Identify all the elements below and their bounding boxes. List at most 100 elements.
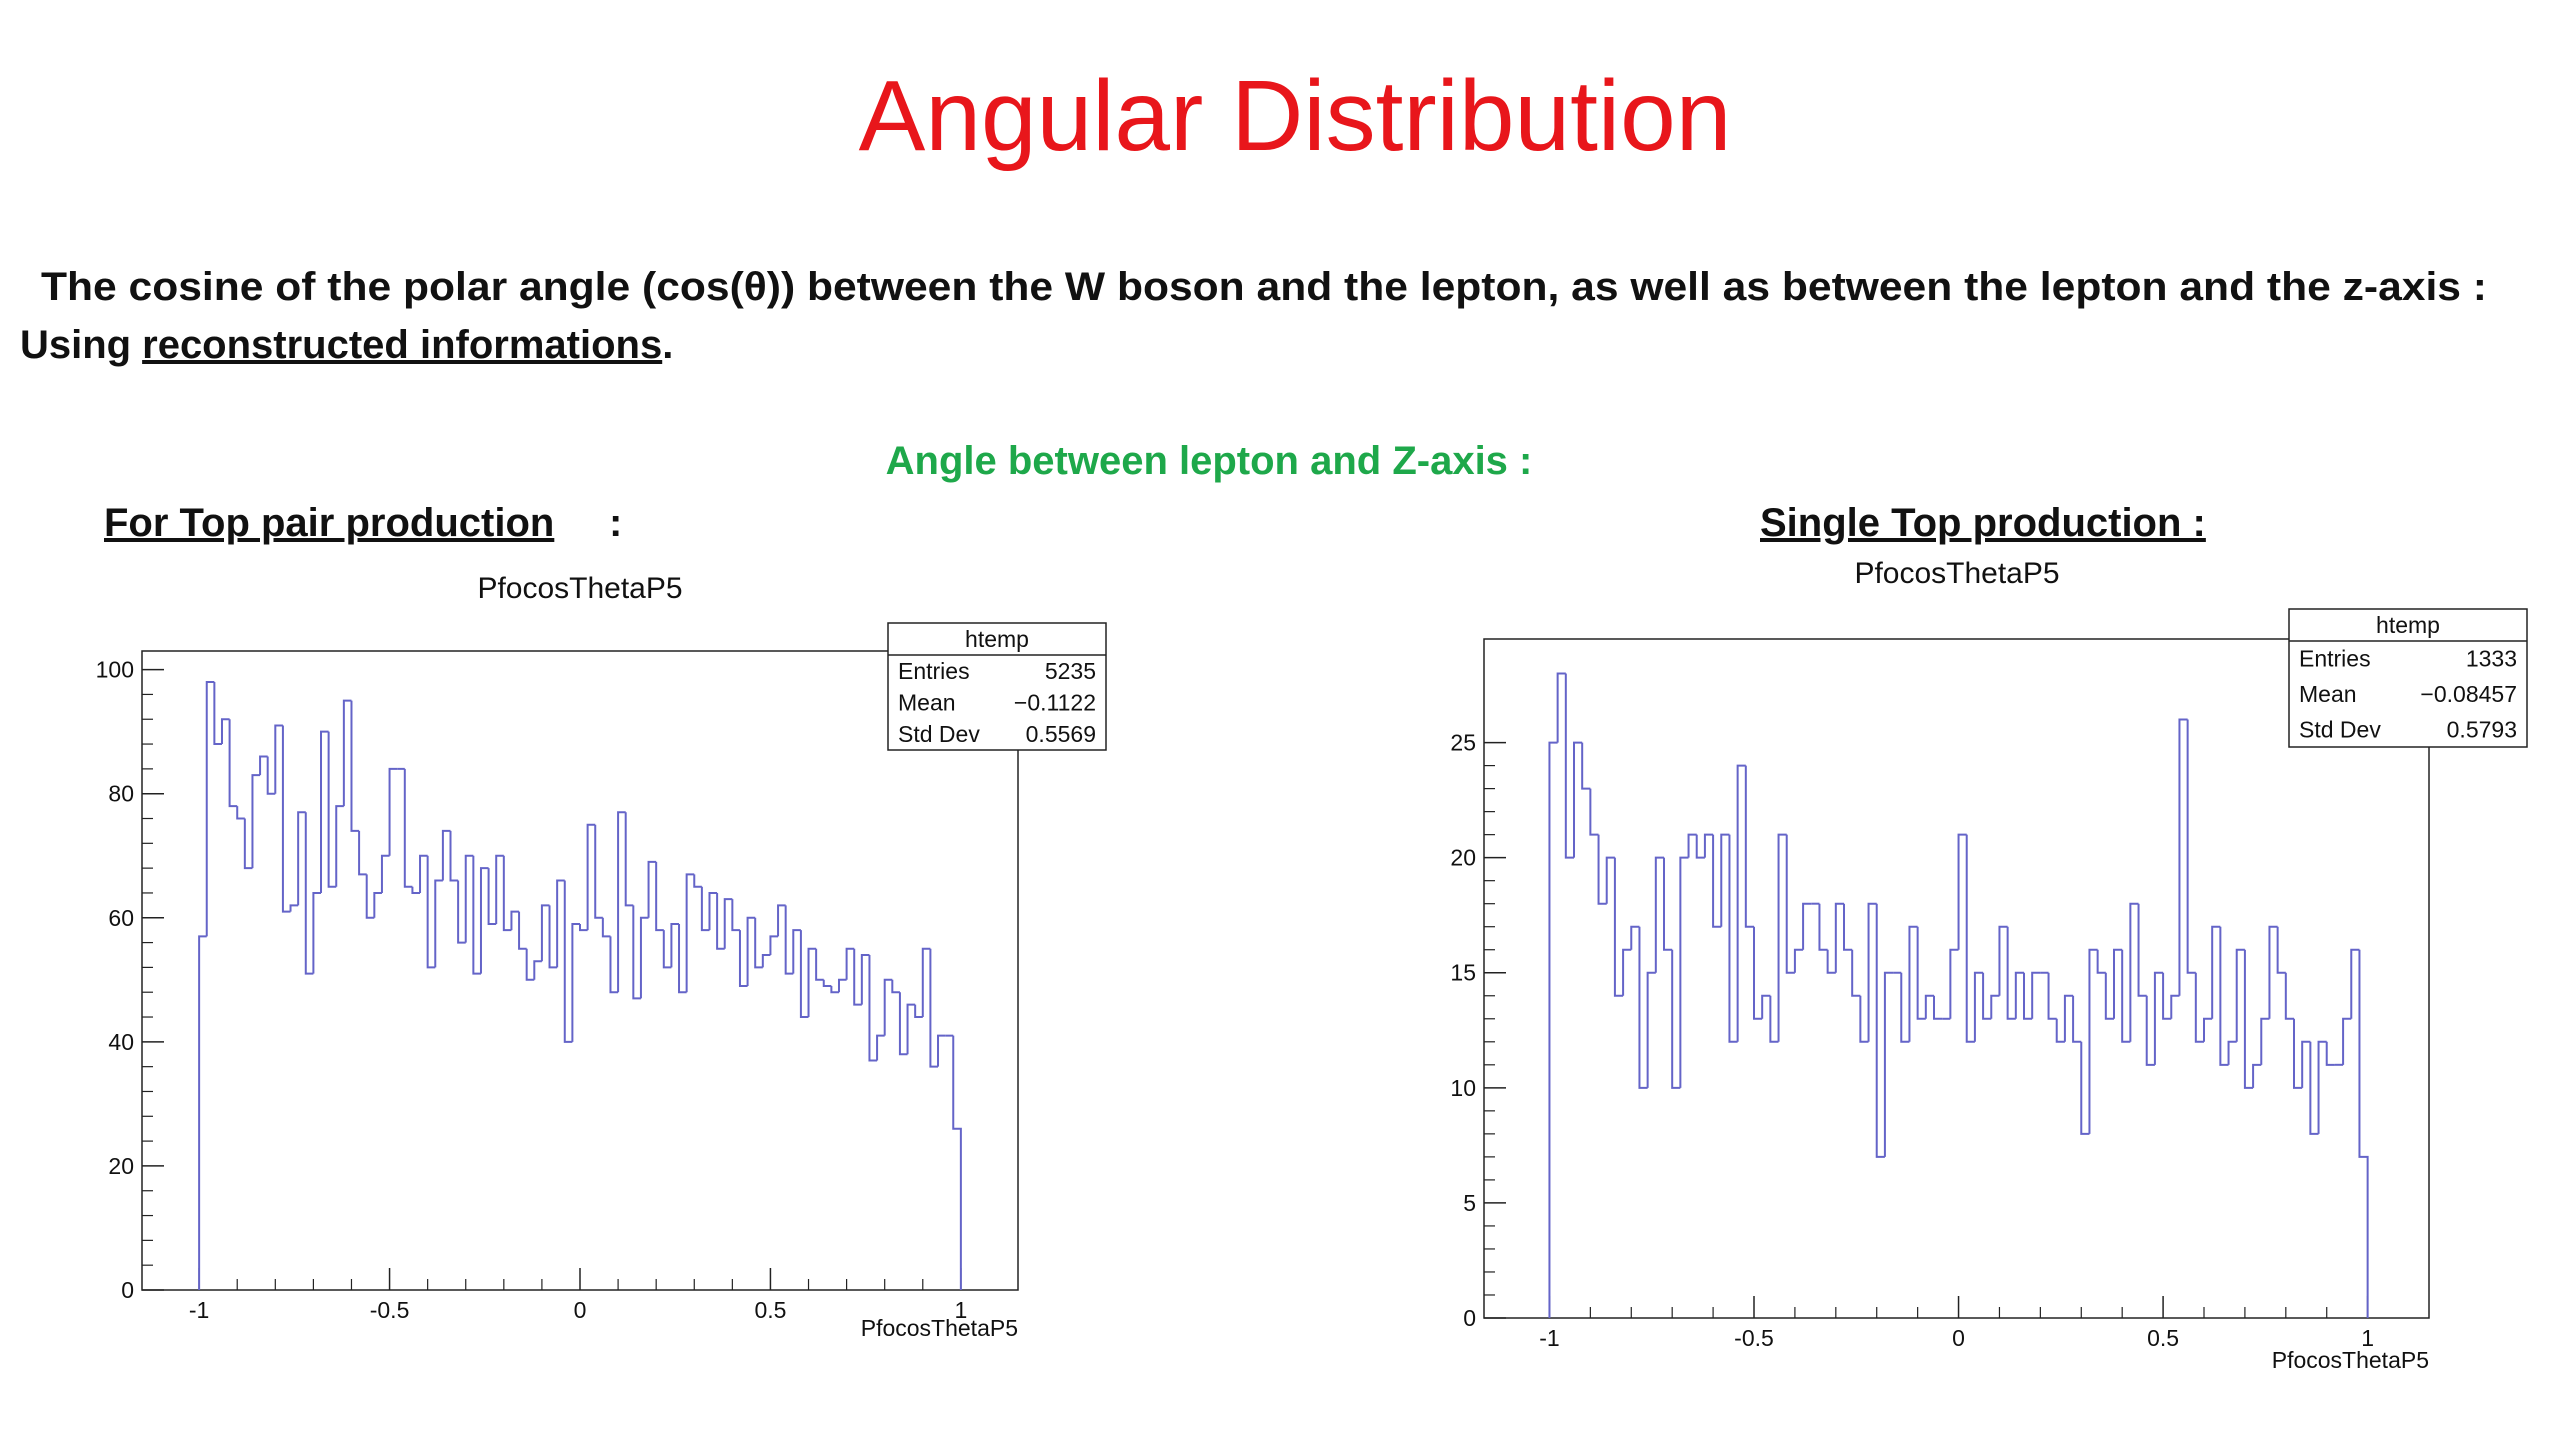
x-tick-label: -0.5 bbox=[370, 1297, 410, 1323]
stats-label: Std Dev bbox=[898, 721, 980, 747]
histogram-bin bbox=[2235, 948, 2245, 1042]
histogram-bin bbox=[1622, 948, 1632, 996]
stats-label: Mean bbox=[2299, 681, 2357, 707]
histogram-bin bbox=[1687, 833, 1697, 858]
histogram-bin bbox=[2219, 926, 2229, 1066]
text-span: . bbox=[662, 323, 673, 367]
histogram-bin bbox=[761, 953, 771, 968]
histogram-bin bbox=[1834, 902, 1844, 973]
histogram-bin bbox=[479, 867, 489, 974]
histogram-bin bbox=[1736, 764, 1746, 1042]
histogram-bin bbox=[1826, 949, 1836, 974]
histogram-bin bbox=[1597, 834, 1607, 905]
stats-box bbox=[887, 622, 1107, 751]
histogram-bin bbox=[1777, 833, 1787, 1042]
stats-label: Entries bbox=[898, 658, 970, 684]
histogram-bin bbox=[441, 829, 451, 881]
histogram-bin bbox=[1728, 834, 1738, 1043]
histogram-bin bbox=[1548, 741, 1558, 1318]
histogram-bin bbox=[876, 1034, 885, 1061]
histogram-bin bbox=[495, 854, 504, 924]
y-tick-label: 25 bbox=[1450, 730, 1476, 756]
histogram-bin bbox=[388, 767, 398, 856]
y-tick-label: 10 bbox=[1450, 1075, 1476, 1101]
histogram-bin bbox=[1556, 672, 1566, 743]
description-line: Using reconstructed informations. bbox=[20, 323, 673, 367]
histogram-bin bbox=[2284, 972, 2294, 1020]
stats-value: 5235 bbox=[1045, 658, 1096, 684]
histogram-bin bbox=[655, 861, 664, 932]
histogram-bin bbox=[525, 948, 535, 981]
histogram-bin bbox=[1654, 856, 1664, 973]
histogram-bin bbox=[845, 947, 855, 980]
histogram-bin bbox=[1703, 833, 1714, 858]
histogram-bin bbox=[2268, 925, 2278, 1019]
y-tick-label: 100 bbox=[96, 657, 134, 683]
histogram-bin bbox=[312, 891, 322, 974]
histogram-bin bbox=[1802, 902, 1812, 950]
histogram-bin bbox=[815, 948, 824, 981]
histogram-bin bbox=[1851, 949, 1861, 997]
histogram-bin bbox=[1793, 948, 1804, 973]
y-tick-label: 20 bbox=[1450, 845, 1476, 871]
section-colon: : bbox=[609, 501, 622, 545]
histogram-bin bbox=[670, 922, 680, 968]
histogram-bin bbox=[830, 986, 839, 994]
histogram-bin bbox=[403, 768, 413, 888]
text-span: Using bbox=[20, 323, 131, 367]
histogram-bin bbox=[1646, 971, 1656, 1088]
histogram-bin bbox=[2301, 1040, 2311, 1088]
stats-box bbox=[2288, 608, 2528, 748]
histogram-bin bbox=[784, 905, 794, 975]
histogram-bin bbox=[1613, 857, 1624, 997]
histogram-bin bbox=[266, 756, 276, 795]
histogram-bin bbox=[2260, 1017, 2270, 1065]
histogram-bin bbox=[472, 855, 481, 975]
histogram-bin bbox=[2227, 1040, 2237, 1065]
y-tick-label: 60 bbox=[108, 905, 134, 931]
chart-title: PfocosThetaP5 bbox=[477, 572, 682, 605]
histogram-bin bbox=[205, 681, 215, 937]
y-tick-label: 80 bbox=[108, 781, 134, 807]
slide-title: Angular Distribution bbox=[859, 60, 1732, 172]
histogram-bin bbox=[723, 898, 733, 949]
histogram-bin bbox=[2072, 995, 2082, 1043]
histogram-bin bbox=[213, 682, 222, 746]
histogram-bin bbox=[1564, 673, 1574, 859]
histogram-bin bbox=[2293, 1018, 2303, 1089]
histogram-bin bbox=[1867, 902, 1877, 1042]
histogram-bin bbox=[2342, 1017, 2352, 1065]
histogram-bin bbox=[639, 916, 649, 999]
histogram-bin bbox=[380, 854, 390, 893]
histogram-bin bbox=[1663, 857, 1673, 951]
histogram-bin bbox=[487, 868, 497, 925]
histogram-bin bbox=[2121, 949, 2131, 1043]
histogram-bin bbox=[609, 936, 619, 994]
stats-label: Std Dev bbox=[2299, 716, 2381, 742]
histogram-bin bbox=[228, 719, 238, 808]
histogram-bin bbox=[2203, 1017, 2213, 1042]
histogram-bin bbox=[335, 805, 344, 887]
histogram-bin bbox=[2350, 948, 2360, 1019]
histogram-bin bbox=[510, 910, 520, 931]
x-tick-label: -1 bbox=[189, 1297, 209, 1323]
histogram-bin bbox=[198, 935, 207, 1290]
histogram-bin bbox=[799, 930, 809, 1019]
histogram-bin bbox=[2137, 903, 2147, 997]
histogram-bin bbox=[853, 948, 862, 1006]
histogram-bin bbox=[1957, 833, 1967, 950]
x-tick-label: 0.5 bbox=[754, 1297, 786, 1323]
histogram-bin bbox=[708, 891, 718, 931]
histogram-bin bbox=[860, 953, 870, 1005]
histogram-bin bbox=[297, 811, 306, 906]
histogram-bin bbox=[1630, 925, 1640, 950]
histogram-bin bbox=[327, 731, 337, 888]
histogram-bin bbox=[2170, 994, 2180, 1019]
histogram-bin bbox=[434, 879, 443, 968]
histogram-bin bbox=[2145, 995, 2155, 1066]
histogram-bin bbox=[693, 874, 702, 888]
histogram-bin bbox=[540, 904, 550, 962]
section-heading: Single Top production : bbox=[1760, 501, 2206, 545]
